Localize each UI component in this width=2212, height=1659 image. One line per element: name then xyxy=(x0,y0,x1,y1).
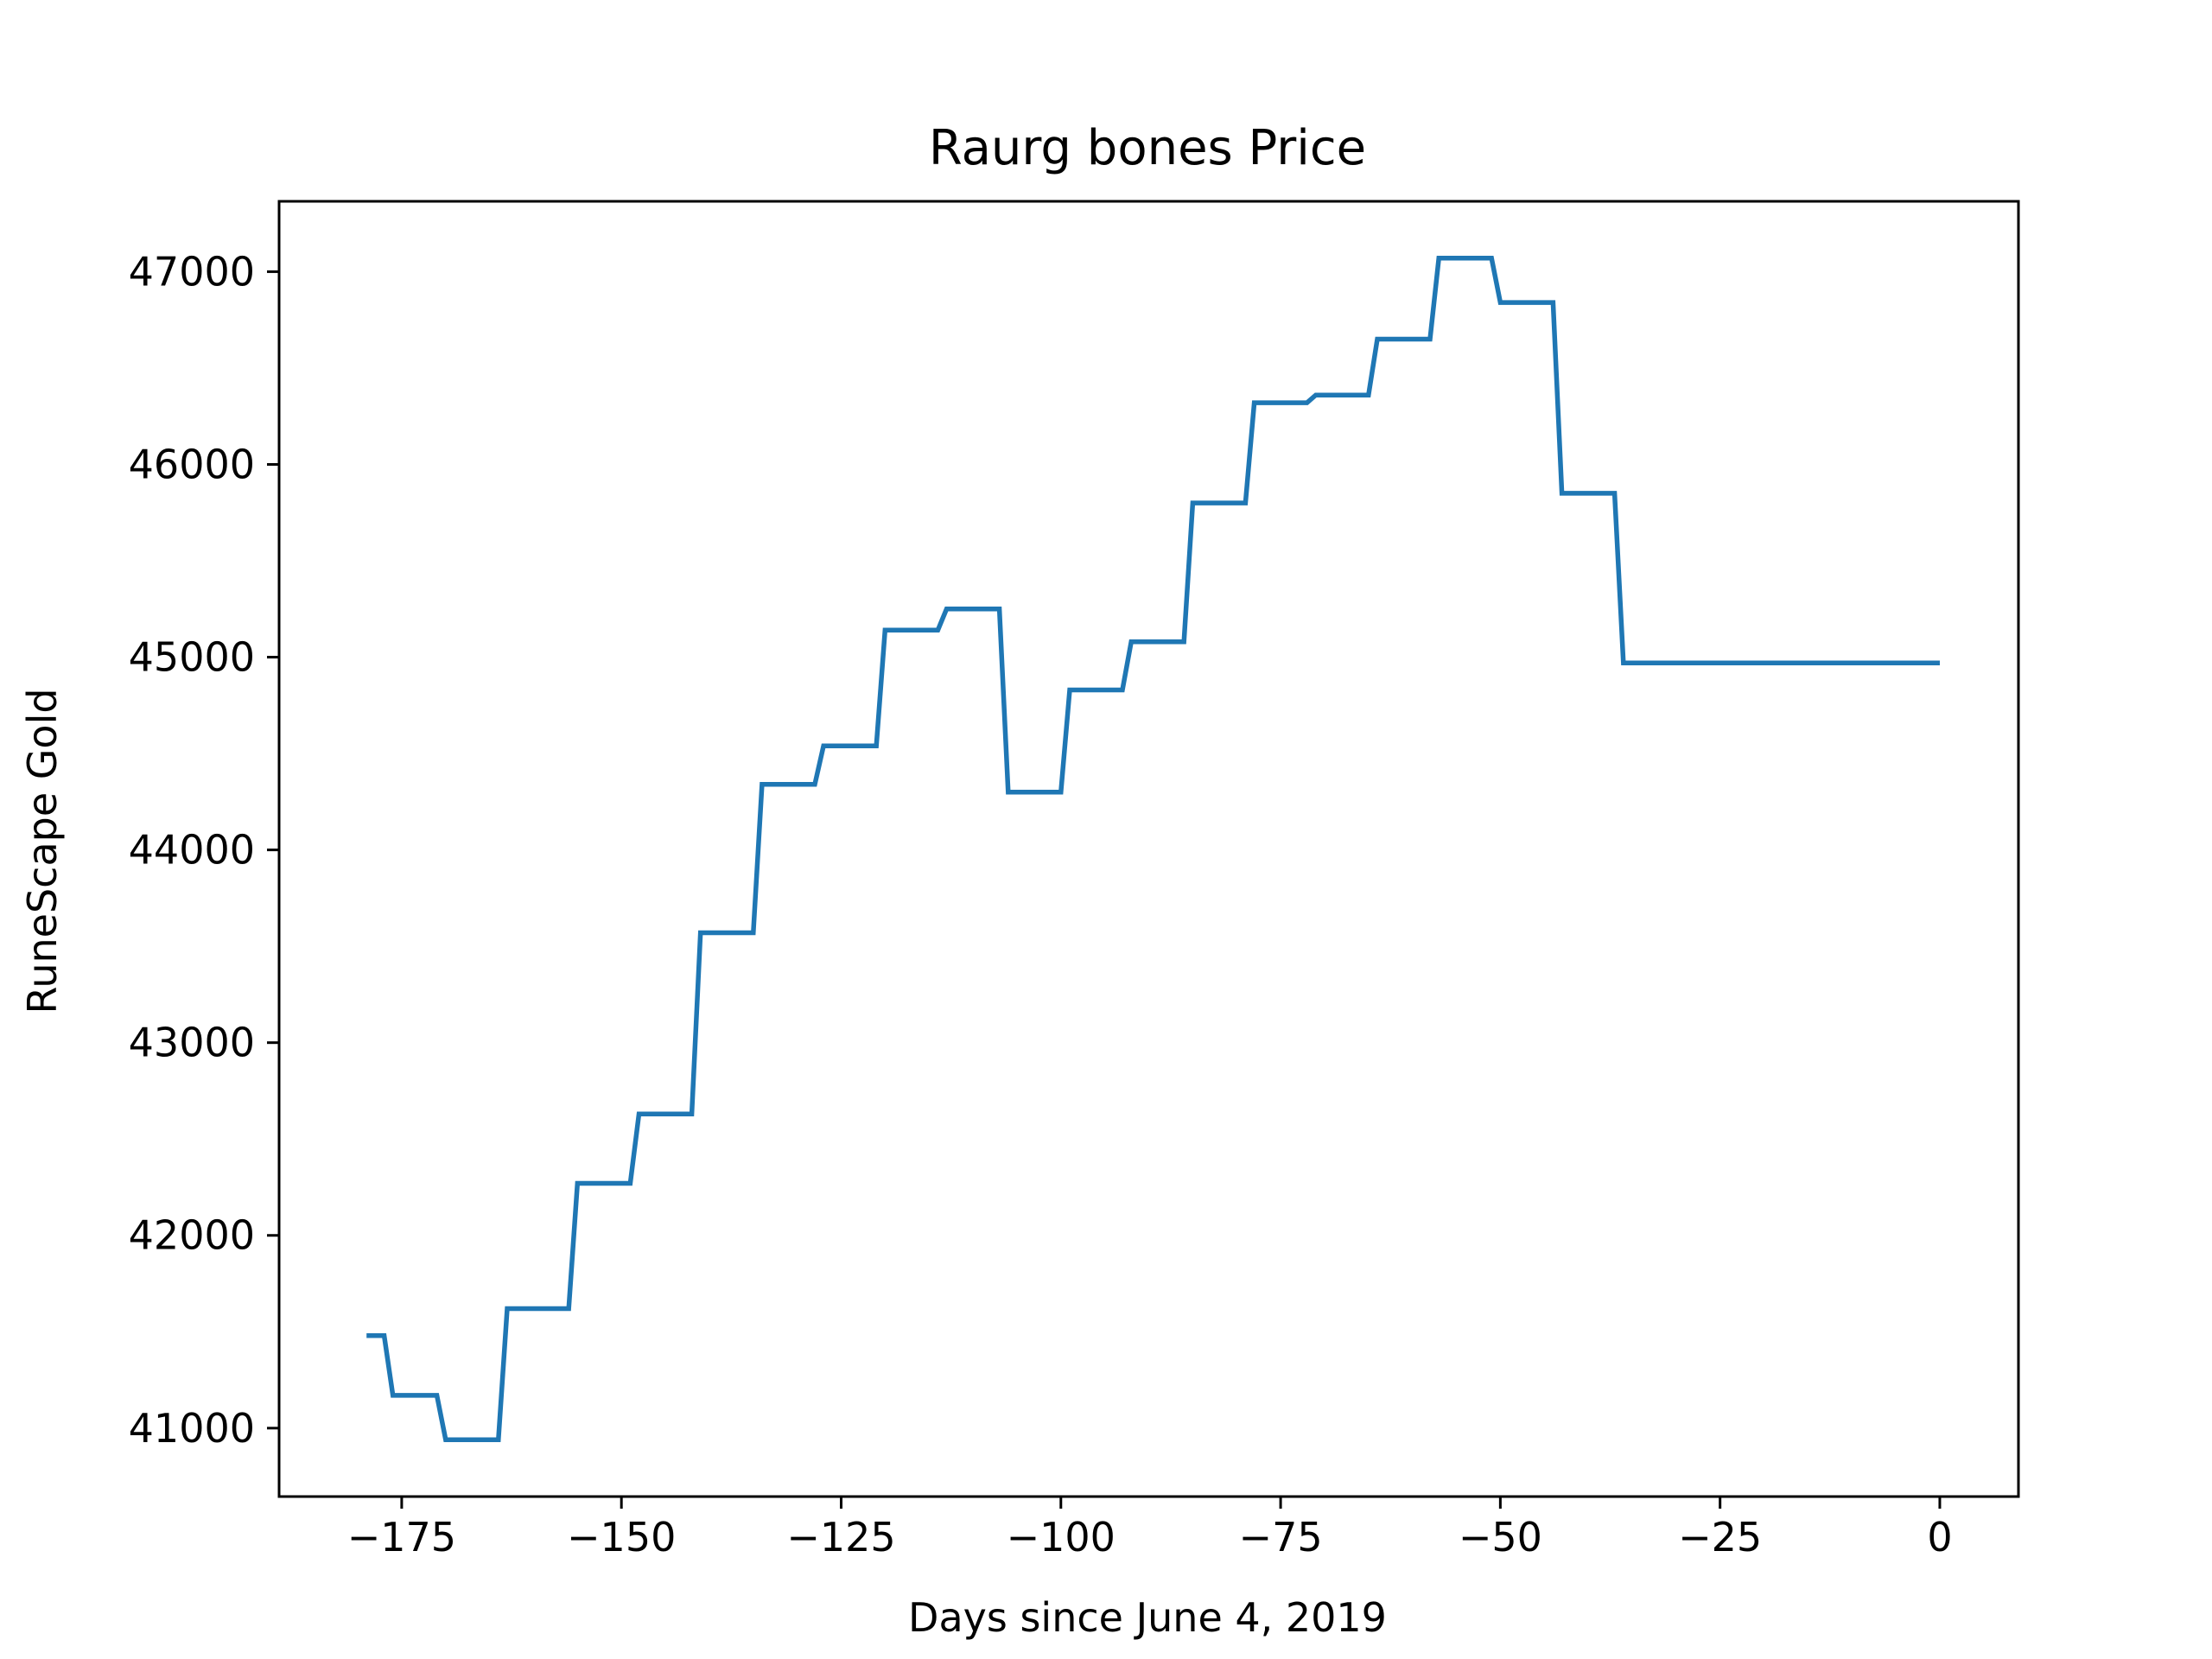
x-tick-label: −150 xyxy=(567,1514,676,1560)
y-axis-label: RuneScape Gold xyxy=(19,688,66,1014)
x-tick-label: −75 xyxy=(1239,1514,1323,1560)
x-tick-label: −100 xyxy=(1007,1514,1116,1560)
x-tick-label: −125 xyxy=(786,1514,895,1560)
x-tick-label: −175 xyxy=(347,1514,456,1560)
y-tick-label: 43000 xyxy=(129,1020,255,1066)
x-axis: −175 −150 −125 −100 −75 −50 −25 0 xyxy=(347,1497,1953,1560)
x-axis-label: Days since June 4, 2019 xyxy=(908,1594,1387,1641)
series-line-0 xyxy=(366,256,1940,1442)
plot-area xyxy=(277,200,2020,1498)
y-tick-label: 46000 xyxy=(129,441,255,487)
x-tick-label: −25 xyxy=(1678,1514,1762,1560)
y-tick-label: 42000 xyxy=(129,1212,255,1259)
y-tick-label: 45000 xyxy=(129,634,255,681)
y-tick-label: 44000 xyxy=(129,827,255,874)
y-tick-label: 47000 xyxy=(129,248,255,295)
chart-title: Raurg bones Price xyxy=(929,120,1366,176)
x-tick-label: −50 xyxy=(1459,1514,1542,1560)
x-tick-label: 0 xyxy=(1927,1514,1952,1560)
y-tick-label: 41000 xyxy=(129,1405,255,1452)
axes-frame xyxy=(277,200,2020,1498)
y-axis: 41000 42000 43000 44000 45000 46000 47000 xyxy=(129,248,279,1452)
